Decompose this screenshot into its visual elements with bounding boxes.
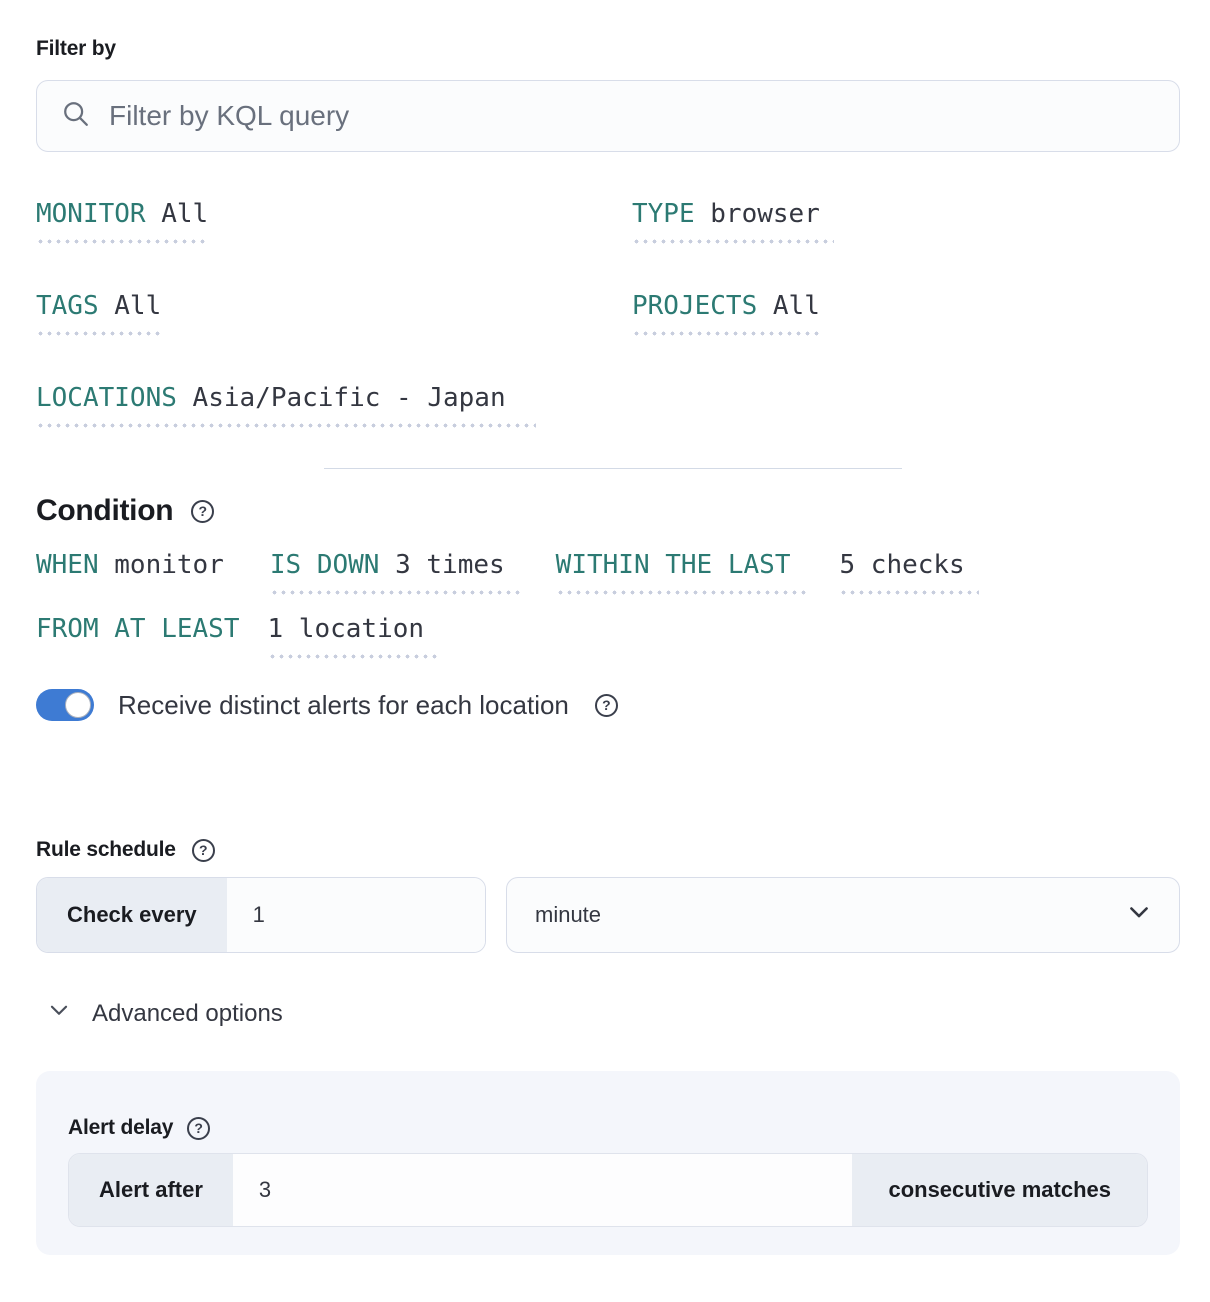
interval-unit-value: minute — [535, 902, 602, 927]
section-divider — [324, 468, 902, 469]
alert-after-prepend: Alert after — [69, 1154, 233, 1226]
interval-value-input[interactable] — [226, 878, 485, 952]
distinct-alerts-help-icon[interactable]: ? — [594, 693, 618, 717]
checks-expression[interactable]: 5 checks — [839, 549, 979, 595]
projects-filter[interactable]: PROJECTS All — [632, 290, 820, 336]
distinct-alerts-label: Receive distinct alerts for each locatio… — [118, 689, 569, 720]
alert-delay-group: Alert after consecutive matches — [68, 1153, 1148, 1227]
kql-filter-input[interactable] — [109, 100, 1155, 132]
kql-search-box[interactable] — [36, 80, 1180, 152]
alert-delay-label: Alert delay — [68, 1116, 174, 1139]
consecutive-matches-append: consecutive matches — [852, 1154, 1147, 1226]
monitor-filter[interactable]: MONITOR All — [36, 198, 209, 244]
check-every-prepend: Check every — [37, 878, 227, 952]
type-filter[interactable]: TYPE browser — [632, 198, 834, 244]
condition-expression-row: WHEN monitor IS DOWN 3 times WITHIN THE … — [36, 549, 1180, 595]
time-window-expression[interactable]: WITHIN THE LAST — [555, 549, 809, 595]
check-every-group: Check every — [36, 877, 486, 953]
chevron-down-icon — [1125, 898, 1153, 932]
alert-delay-panel: Alert delay ? Alert after consecutive ma… — [36, 1071, 1180, 1255]
condition-heading: Condition — [36, 494, 174, 527]
location-count-expression[interactable]: 1 location — [267, 613, 439, 659]
search-icon — [61, 99, 91, 134]
advanced-options-label: Advanced options — [92, 1000, 283, 1027]
tags-filter[interactable]: TAGS All — [36, 290, 162, 336]
interval-unit-select[interactable]: minute — [506, 877, 1180, 953]
filter-by-label: Filter by — [36, 37, 116, 60]
alert-delay-help-icon[interactable]: ? — [187, 1116, 211, 1140]
synthetics-rule-form: Filter by MONITOR All TYPE browser TAGS … — [36, 37, 1180, 1255]
chevron-down-icon — [46, 997, 72, 1031]
locations-filter[interactable]: LOCATIONS Asia/Pacific - Japan — [36, 382, 536, 428]
filter-expressions: MONITOR All TYPE browser TAGS All PROJEC… — [36, 198, 1180, 428]
condition-help-icon[interactable]: ? — [191, 499, 215, 523]
toggle-knob — [65, 692, 91, 718]
status-expression[interactable]: IS DOWN 3 times — [269, 549, 523, 595]
from-at-least-label: FROM AT LEAST — [36, 614, 240, 644]
rule-schedule-label: Rule schedule — [36, 838, 176, 861]
when-expression: WHEN monitor — [36, 550, 224, 580]
alert-delay-value-input[interactable] — [232, 1154, 853, 1226]
advanced-options-toggle[interactable]: Advanced options — [36, 997, 283, 1031]
distinct-alerts-toggle[interactable] — [36, 689, 94, 721]
rule-schedule-help-icon[interactable]: ? — [191, 838, 215, 862]
condition-location-row: FROM AT LEAST 1 location — [36, 613, 1180, 659]
